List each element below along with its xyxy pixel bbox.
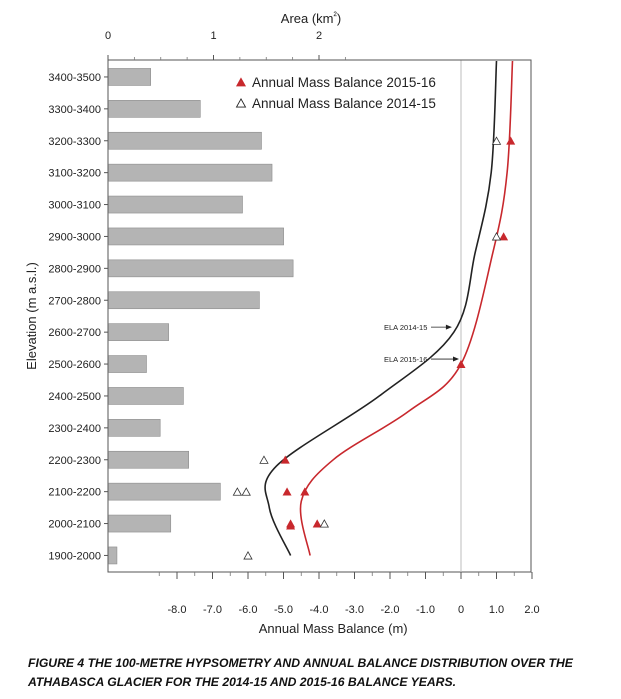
marker-2015-16 [506,136,516,145]
area-bar [108,355,147,373]
elevation-tick-label: 2400-2500 [48,391,101,403]
area-bar [108,387,184,405]
marker-2014-15 [259,455,269,464]
area-tick-label: 1 [210,30,216,42]
axes: 0 1 2 Area (km²) 3400-3500 3300-3400 3200-3300… [24,11,540,636]
elevation-tick-label: 3200-3300 [48,136,101,148]
marker-2014-15 [243,551,253,560]
ela-annotations: ELA 2014-15 ELA 2015-16 [384,323,459,364]
balance-tick-label: -2.0 [381,604,400,616]
area-bar [108,131,262,150]
elevation-tick-label: 3000-3100 [48,200,101,212]
marker-2014-15 [491,232,502,241]
elevation-tick-label: 2900-3000 [48,231,101,243]
balance-axis-title: Annual Mass Balance (m) [259,621,408,636]
marker-2015-16 [456,359,466,368]
elevation-tick-label: 2300-2400 [48,423,101,435]
area-bar [108,259,294,278]
hypsometry-balance-chart: 0 1 2 Area (km²) 3400-3500 3300-3400 3200-3300… [24,11,540,636]
area-bar [108,419,161,437]
area-bar [108,100,201,118]
marker-2014-15 [491,136,502,145]
elevation-tick-label: 2100-2200 [48,487,101,499]
marker-2015-16 [312,519,322,528]
balance-tick-label: -4.0 [310,604,329,616]
marker-2015-16 [499,232,509,241]
elevation-tick-label: 2600-2700 [48,327,101,339]
area-bar [108,450,189,469]
elevation-tick-label: 2200-2300 [48,455,101,467]
elevation-tick-label: 1900-2000 [48,550,101,562]
balance-curves [264,60,514,556]
area-bar [108,227,284,246]
area-tick-label: 2 [316,30,322,42]
balance-tick-label: -3.0 [345,604,364,616]
marker-2015-16 [280,455,290,464]
ela-label: ELA 2015-16 [384,355,427,364]
area-bars [108,68,294,565]
marker-2015-16 [300,487,310,496]
marker-2014-15 [319,519,330,528]
balance-tick-label: 1.0 [489,604,504,616]
balance-markers [232,136,516,560]
area-bar [108,163,273,182]
balance-tick-label: -7.0 [203,604,222,616]
balance-tick-label: -5.0 [274,604,293,616]
marker-2015-16 [282,487,292,496]
elevation-tick-label: 2000-2100 [48,519,101,531]
legend: Annual Mass Balance 2015-16 Annual Mass B… [235,75,436,111]
legend-label: Annual Mass Balance 2014-15 [252,96,436,111]
area-bar [108,482,221,501]
ela-label: ELA 2014-15 [384,323,427,332]
balance-tick-label: -8.0 [168,604,187,616]
elevation-tick-label: 3100-3200 [48,168,101,180]
balance-tick-label: 0 [458,604,464,616]
elevation-tick-label: 2700-2800 [48,295,101,307]
area-bar [108,68,152,86]
elevation-tick-label: 3300-3400 [48,104,101,116]
marker-2014-15 [232,487,243,496]
area-bar [108,195,243,214]
elevation-tick-label: 2800-2900 [48,263,101,275]
balance-tick-label: -6.0 [239,604,258,616]
balance-curve-2015-16 [299,60,514,556]
area-bar [108,514,172,533]
area-bar [108,291,260,310]
ela-arrow-head [445,324,452,330]
area-bar [108,546,118,565]
balance-curve-2014-15 [264,60,498,556]
figure-caption: FIGURE 4 THE 100-METRE HYPSOMETRY AND AN… [28,656,573,689]
area-axis-title: Area (km²) [281,11,341,26]
balance-tick-label: 2.0 [524,604,539,616]
legend-marker [235,77,247,87]
balance-tick-label: -1.0 [416,604,435,616]
elevation-axis-title: Elevation (m a.s.l.) [24,262,39,370]
elevation-tick-label: 3400-3500 [48,72,101,84]
elevation-tick-label: 2500-2600 [48,359,101,371]
legend-label: Annual Mass Balance 2015-16 [252,75,436,90]
marker-2015-16 [286,521,296,530]
area-tick-label: 0 [105,30,111,42]
ela-arrow-head [453,356,459,362]
area-bar [108,323,169,341]
legend-marker [235,98,247,108]
marker-2014-15 [241,487,251,496]
